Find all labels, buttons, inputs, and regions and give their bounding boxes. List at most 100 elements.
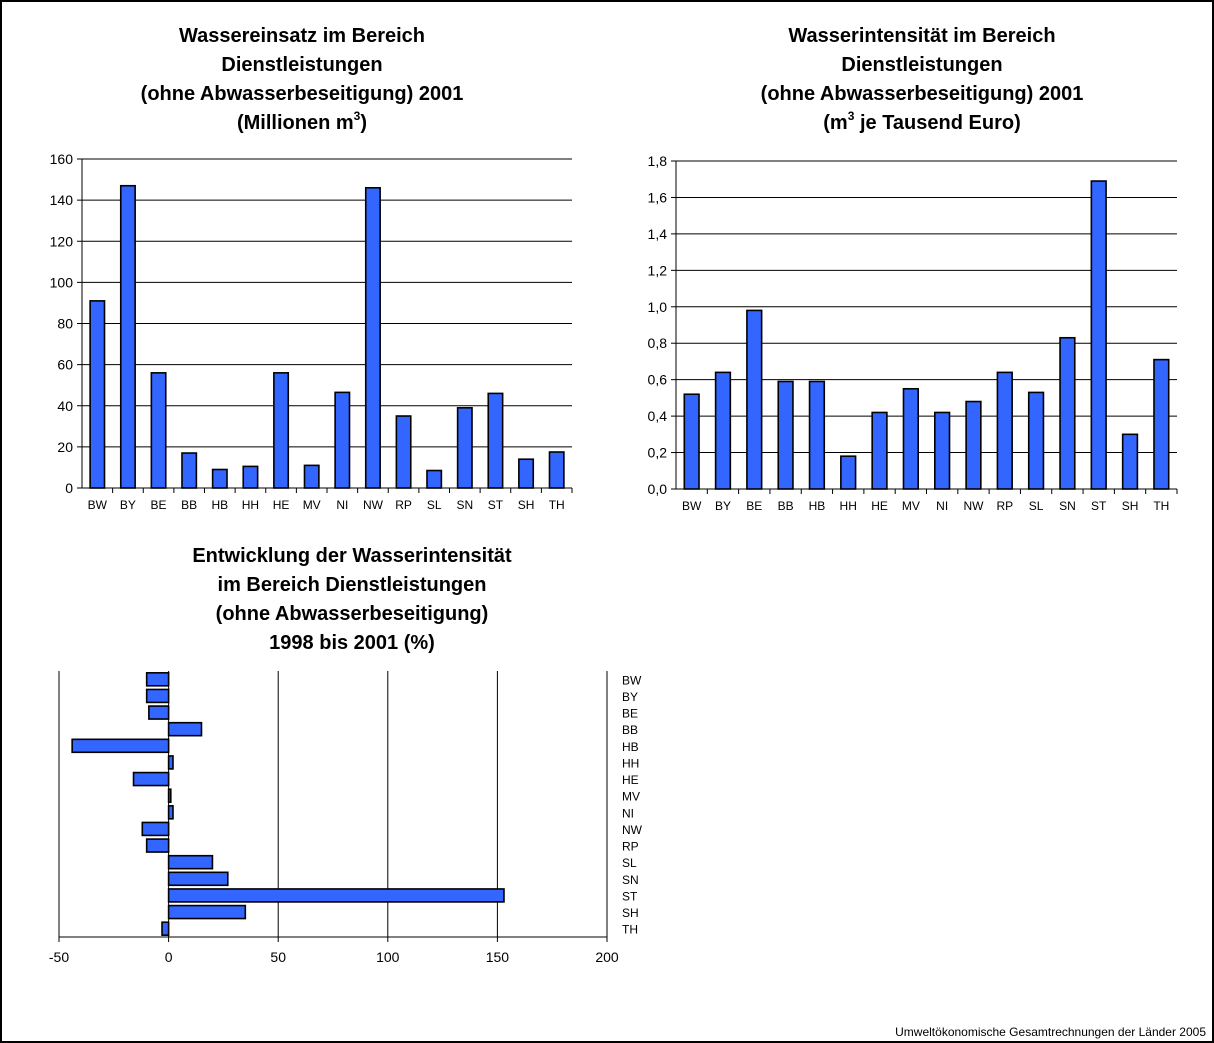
chart3-category-label: NI — [622, 806, 634, 820]
chart1-xtick-label: RP — [395, 498, 412, 512]
chart2-xtick-label: HH — [840, 499, 857, 513]
chart3-bar-th — [161, 921, 170, 936]
chart2-title-unit: (m3 je Tausend Euro) — [642, 109, 1202, 138]
chart1-ytick-label: 160 — [50, 151, 74, 167]
chart3-category-label: BE — [622, 707, 638, 721]
chart1-ytick-label: 20 — [57, 439, 73, 455]
chart3-bar-sl — [167, 854, 214, 870]
chart1-xtick-label: TH — [549, 498, 565, 512]
chart2-xtick-label: BW — [682, 499, 702, 513]
chart2-bar-be — [746, 309, 763, 490]
chart1-bar-by — [119, 184, 136, 489]
chart3-bar-st — [167, 888, 505, 903]
chart3-category-label: TH — [622, 923, 638, 937]
chart2-bar-st — [1090, 180, 1107, 490]
chart3-bar-by — [145, 688, 170, 704]
chart1-bar-nw — [364, 186, 381, 489]
chart1-bar-sh — [518, 458, 535, 489]
chart2-bar-th — [1153, 358, 1170, 490]
chart1-unit-sup: 3 — [353, 109, 361, 124]
chart2-ytick-label: 0,0 — [648, 481, 668, 497]
chart3-xtick-label: 150 — [486, 949, 510, 965]
chart3-bar-be — [148, 705, 170, 720]
chart2-xtick-label: HB — [809, 499, 826, 513]
chart1-bar-be — [150, 372, 167, 489]
chart1-xtick-label: BE — [151, 498, 167, 512]
chart3-xtick-label: 100 — [376, 949, 400, 965]
chart1-bar-bw — [89, 300, 106, 489]
chart1-xtick-label: BY — [120, 498, 136, 512]
chart3-category-label: BY — [622, 690, 638, 704]
chart2-xtick-label: SH — [1122, 499, 1139, 513]
chart2-bar-he — [871, 411, 888, 490]
chart1-bar-hb — [211, 468, 228, 489]
chart2-xtick-label: MV — [902, 499, 920, 513]
chart2-xtick-label: SN — [1059, 499, 1076, 513]
chart3-category-label: HE — [622, 773, 639, 787]
chart1-title: Wassereinsatz im Bereich Dienstleistunge… — [42, 22, 562, 138]
chart1-ytick-label: 80 — [57, 316, 73, 332]
chart2-ytick-label: 1,4 — [648, 226, 668, 242]
chart2-xtick-label: SL — [1029, 499, 1044, 513]
chart1-ytick-label: 60 — [57, 357, 73, 373]
chart2-bar-hh — [840, 455, 857, 490]
chart3-bar-rp — [145, 838, 170, 853]
chart1-title-line2: Dienstleistungen — [221, 54, 383, 76]
chart2-ytick-label: 1,0 — [648, 299, 668, 315]
chart3-bar-nw — [141, 821, 170, 837]
chart3-bar-mv — [167, 788, 172, 803]
chart3-category-label: NW — [622, 823, 643, 837]
chart1-title-unit: (Millionen m3) — [42, 109, 562, 138]
chart2-bar-nw — [965, 400, 982, 490]
chart2-xtick-label: HE — [871, 499, 888, 513]
chart1-bar-sn — [456, 407, 473, 489]
chart2-ytick-label: 0,6 — [648, 372, 668, 388]
chart3-bar-sn — [167, 871, 229, 887]
chart1-xtick-label: HH — [242, 498, 259, 512]
chart2-xtick-label: RP — [996, 499, 1013, 513]
chart3-xtick-label: 0 — [165, 949, 173, 965]
chart2-xtick-label: BE — [746, 499, 762, 513]
chart2-xtick-label: BY — [715, 499, 731, 513]
chart1-xtick-label: SH — [518, 498, 535, 512]
chart1-title-line1: Wassereinsatz im Bereich — [178, 25, 426, 47]
chart3-bar-bb — [167, 721, 203, 737]
chart1-xtick-label: MV — [303, 498, 321, 512]
chart3-category-label: SH — [622, 906, 639, 920]
chart2-bar-sl — [1027, 391, 1045, 490]
chart3-bar-ni — [167, 805, 174, 820]
chart1-bar-bb — [181, 452, 198, 489]
chart1-bar-ni — [334, 391, 351, 489]
chart2-title-line3: (ohne Abwasserbeseitigung) 2001 — [760, 83, 1084, 105]
chart2-title: Wasserintensität im Bereich Dienstleistu… — [642, 22, 1202, 138]
chart1-xtick-label: NI — [336, 498, 348, 512]
chart1-xtick-label: NW — [363, 498, 384, 512]
chart1-xtick-label: ST — [488, 498, 504, 512]
chart2-bar-rp — [996, 371, 1013, 490]
chart3-title: Entwicklung der Wasserintensität im Bere… — [42, 542, 662, 658]
chart3-xtick-label: -50 — [49, 949, 69, 965]
chart2-xtick-label: NI — [936, 499, 948, 513]
chart2-ytick-label: 1,2 — [648, 262, 668, 278]
chart3-category-label: MV — [622, 790, 640, 804]
chart2-bar-by — [714, 371, 732, 490]
chart1-xtick-label: BW — [88, 498, 108, 512]
chart1-xtick-label: SN — [456, 498, 473, 512]
chart1-bar-hh — [242, 465, 259, 489]
chart2-bar-bb — [777, 380, 794, 490]
chart1-bar-st — [487, 392, 504, 489]
chart1-ytick-label: 120 — [50, 233, 74, 249]
chart1-xtick-label: SL — [427, 498, 442, 512]
chart3-category-label: BW — [622, 673, 642, 687]
chart1-ytick-label: 40 — [57, 398, 73, 414]
chart2-ytick-label: 0,2 — [648, 445, 668, 461]
chart3-category-label: SN — [622, 873, 639, 887]
chart1-bar-he — [273, 372, 290, 489]
chart2-unit-post: je Tausend Euro) — [854, 112, 1021, 134]
chart3-category-label: RP — [622, 840, 639, 854]
chart1-ytick-label: 0 — [65, 480, 73, 496]
chart1-ytick-label: 140 — [50, 192, 74, 208]
chart2-bar-sn — [1059, 336, 1076, 490]
